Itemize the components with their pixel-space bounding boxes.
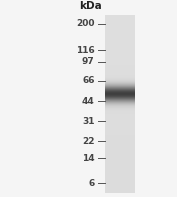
Text: 66: 66 xyxy=(82,76,95,85)
Text: 200: 200 xyxy=(76,19,95,28)
Text: kDa: kDa xyxy=(79,1,102,11)
Text: 31: 31 xyxy=(82,117,95,126)
Text: 6: 6 xyxy=(88,179,95,188)
Text: 116: 116 xyxy=(76,46,95,55)
Text: 44: 44 xyxy=(82,97,95,106)
Text: 97: 97 xyxy=(82,57,95,66)
Text: 22: 22 xyxy=(82,137,95,146)
Text: 14: 14 xyxy=(82,154,95,163)
